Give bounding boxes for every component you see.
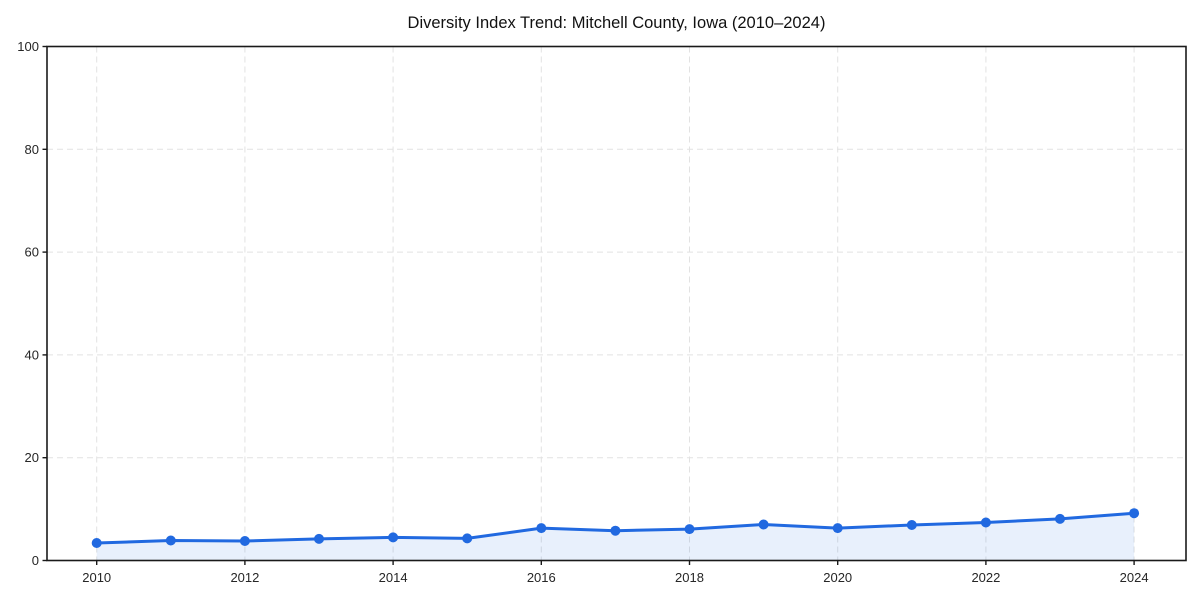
data-point-marker bbox=[388, 532, 399, 543]
chart-title: Diversity Index Trend: Mitchell County, … bbox=[408, 14, 826, 32]
x-tick-label: 2016 bbox=[527, 570, 556, 585]
data-point-marker bbox=[314, 533, 324, 544]
x-tick-label: 2014 bbox=[379, 570, 408, 585]
data-point-marker bbox=[906, 520, 917, 530]
data-point-marker bbox=[1129, 508, 1140, 519]
data-point-marker bbox=[684, 524, 695, 535]
x-tick-label: 2020 bbox=[823, 570, 852, 585]
area-fill-group bbox=[96, 513, 1135, 561]
data-point-marker bbox=[91, 538, 102, 548]
y-tick-label: 20 bbox=[25, 450, 39, 465]
x-tick-label: 2018 bbox=[675, 570, 704, 585]
data-point-marker bbox=[832, 523, 843, 534]
data-markers bbox=[91, 508, 1140, 548]
x-tick-label: 2022 bbox=[971, 570, 1000, 585]
y-tick-label: 80 bbox=[25, 142, 39, 157]
data-point-marker bbox=[610, 525, 621, 536]
x-tick-label: 2010 bbox=[82, 570, 111, 585]
x-axis: 2010 2012 2014 2016 2018 2020 2022 2024 bbox=[82, 560, 1149, 585]
y-tick-label: 60 bbox=[25, 245, 39, 260]
data-point-marker bbox=[536, 523, 547, 534]
data-point-marker bbox=[239, 536, 250, 546]
plot-border-group bbox=[46, 45, 1187, 562]
y-tick-label: 100 bbox=[17, 39, 39, 54]
y-tick-label: 0 bbox=[32, 553, 39, 568]
data-point-marker bbox=[1055, 513, 1065, 524]
gridlines bbox=[47, 46, 1186, 561]
data-point-marker bbox=[980, 517, 991, 528]
area-fill bbox=[96, 513, 1135, 561]
x-tick-label: 2012 bbox=[230, 570, 259, 585]
data-point-marker bbox=[165, 535, 176, 546]
plot-border bbox=[46, 45, 1187, 562]
x-tick-label: 2024 bbox=[1120, 570, 1149, 585]
y-tick-label: 40 bbox=[25, 347, 39, 362]
y-axis: 0 20 40 60 80 100 bbox=[17, 39, 47, 568]
data-point-marker bbox=[462, 533, 473, 544]
data-point-marker bbox=[758, 519, 769, 530]
